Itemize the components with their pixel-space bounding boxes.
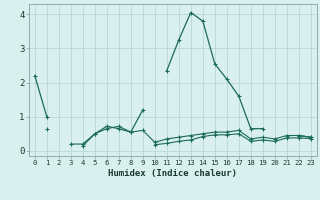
X-axis label: Humidex (Indice chaleur): Humidex (Indice chaleur) [108, 169, 237, 178]
